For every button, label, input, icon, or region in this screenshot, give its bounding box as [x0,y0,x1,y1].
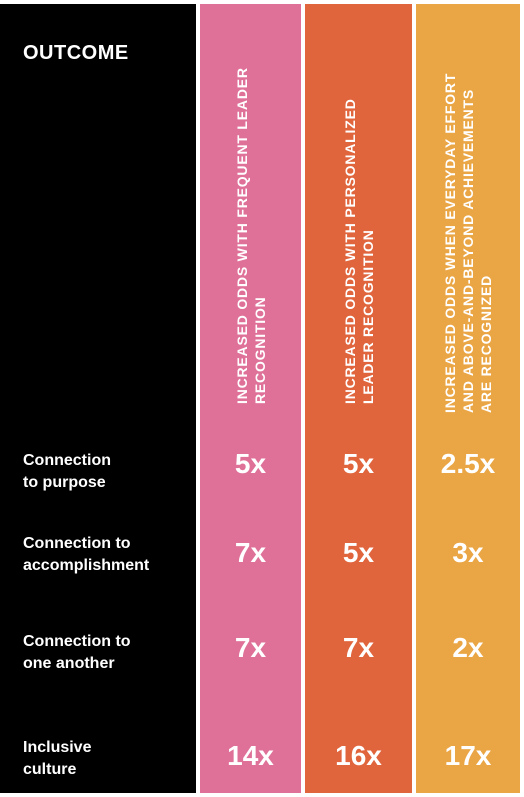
row-label-inclusive: Inclusive culture [23,739,92,778]
value-cell: 3x [452,537,484,568]
row-label-purpose: Connection to purpose [23,452,111,491]
frequent-recognition-column: INCREASED ODDS WITH FREQUENT LEADER RECO… [200,4,301,793]
personalized-recognition-column: INCREASED ODDS WITH PERSONALIZED LEADER … [305,4,412,793]
value-cell: 7x [234,632,267,663]
column-header-frequent: INCREASED ODDS WITH FREQUENT LEADER RECO… [233,67,268,404]
value-cell: 17x [444,740,492,771]
value-cell: 5x [342,537,375,568]
outcome-column: OUTCOME Connection to purpose Connection… [0,4,196,793]
everyday-effort-column: INCREASED ODDS WHEN EVERYDAY EFFORT AND … [416,4,520,793]
value-cell: 5x [234,448,267,479]
outcome-title: OUTCOME [23,42,129,64]
value-cell: 7x [342,632,375,663]
value-cell: 5x [342,448,375,479]
row-label-accomplishment: Connection to accomplishment [23,535,150,574]
value-cell: 14x [227,740,274,771]
value-cell: 2x [452,632,484,663]
row-label-one-another: Connection to one another [23,633,131,672]
column-header-personalized: INCREASED ODDS WITH PERSONALIZED LEADER … [341,98,376,404]
value-cell: 2.5x [440,448,496,479]
value-cell: 16x [335,740,382,771]
value-cell: 7x [234,537,267,568]
column-header-everyday: INCREASED ODDS WHEN EVERYDAY EFFORT AND … [442,72,494,413]
